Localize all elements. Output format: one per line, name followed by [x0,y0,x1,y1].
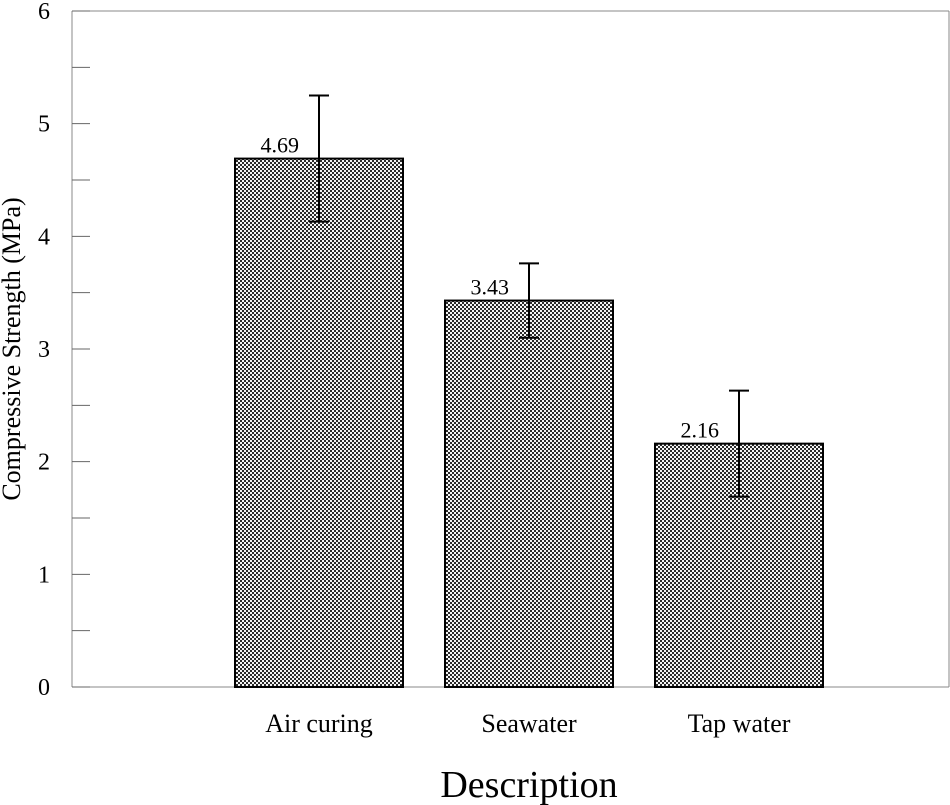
y-axis-ticks: 0 1 2 3 4 5 6 [38,0,90,701]
bars [234,157,824,689]
y-tick-label: 5 [38,112,50,138]
x-category-label: Seawater [481,709,577,738]
y-tick-label: 1 [38,562,50,588]
bar-value-label: 4.69 [261,133,300,158]
x-category-label: Tap water [688,709,791,738]
x-category-label: Air curing [265,709,373,738]
y-tick-label: 3 [38,337,50,363]
y-tick-label: 0 [38,675,50,701]
y-tick-label: 2 [38,450,50,476]
x-axis-category-labels: Air curing Seawater Tap water [265,709,791,738]
bar-air-curing [234,157,404,689]
y-tick-label: 4 [38,224,50,250]
error-bars [309,94,749,498]
bar-seawater [444,299,614,688]
y-axis-title: Compressive Strength (MPa) [0,197,26,500]
bar-value-label: 2.16 [681,418,720,443]
data-labels: 4.69 3.43 2.16 [261,133,720,443]
bar-value-label: 3.43 [471,275,510,300]
x-axis-title: Description [440,764,617,805]
y-tick-label: 6 [38,0,50,25]
